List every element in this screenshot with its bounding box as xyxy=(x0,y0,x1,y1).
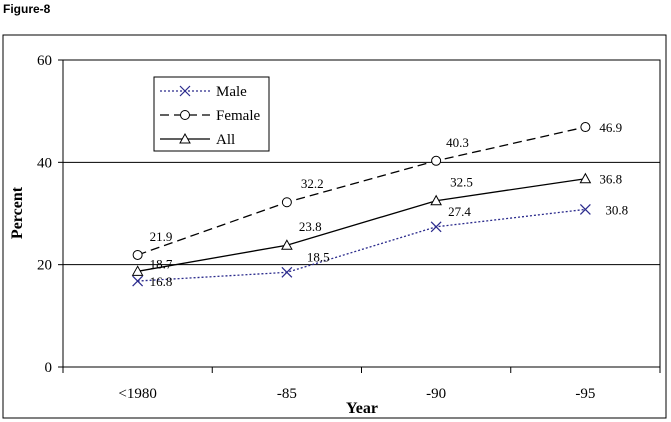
axis-ticks: 0 20 40 60 <1980 -85 -90 -95 xyxy=(37,53,661,402)
data-point xyxy=(579,172,592,184)
chart-border xyxy=(2,34,667,419)
legend-label: Female xyxy=(216,108,260,124)
x-tick-label: -90 xyxy=(426,386,446,402)
data-label: 40.3 xyxy=(446,135,469,150)
data-point xyxy=(430,221,442,233)
data-point xyxy=(579,203,591,215)
y-axis-label: Percent xyxy=(9,186,26,239)
series-male: 16.8 18.5 27.4 30.8 xyxy=(132,202,628,289)
x-tick-label: <1980 xyxy=(118,386,156,402)
data-label: 36.8 xyxy=(599,172,622,187)
data-label: 23.8 xyxy=(299,219,322,234)
data-label: 46.9 xyxy=(599,120,622,135)
legend-label: All xyxy=(216,132,235,148)
legend: Male Female All xyxy=(153,76,270,152)
data-label: 16.8 xyxy=(150,274,173,289)
x-tick-label: -95 xyxy=(575,386,595,402)
figure-label: Figure-8 xyxy=(3,2,51,16)
data-label: 21.9 xyxy=(150,229,173,244)
data-label: 32.5 xyxy=(450,175,473,190)
y-tick-label: 40 xyxy=(37,155,52,171)
data-point xyxy=(431,155,442,166)
grid-lines xyxy=(63,161,660,266)
y-tick-label: 20 xyxy=(37,258,52,274)
data-point xyxy=(281,197,292,208)
data-point xyxy=(281,266,293,278)
series-group: 16.8 18.5 27.4 30.8 21.9 32.2 40.3 46.9 18.7 23.8… xyxy=(131,120,628,289)
x-axis-label: Year xyxy=(346,400,378,417)
data-label: 18.5 xyxy=(307,249,330,264)
series-female: 21.9 32.2 40.3 46.9 xyxy=(132,120,622,260)
data-point xyxy=(131,265,144,276)
data-point xyxy=(580,122,591,133)
series-all: 18.7 23.8 32.5 36.8 xyxy=(131,172,622,276)
x-tick-label: -85 xyxy=(277,386,297,402)
legend-marker xyxy=(179,132,191,144)
data-point xyxy=(430,194,442,206)
y-tick-label: 0 xyxy=(45,360,53,376)
data-label: 27.4 xyxy=(448,204,471,219)
legend-marker xyxy=(179,85,191,97)
series-line-male xyxy=(137,208,586,282)
data-point xyxy=(132,275,144,287)
data-label: 18.7 xyxy=(150,256,173,271)
legend-label: Male xyxy=(216,84,247,100)
legend-marker xyxy=(180,110,190,120)
y-tick-label: 60 xyxy=(37,53,52,69)
data-point xyxy=(132,249,143,260)
series-line-all xyxy=(137,178,586,272)
data-label: 30.8 xyxy=(605,202,628,217)
data-label: 32.2 xyxy=(301,176,324,191)
data-point xyxy=(281,239,293,250)
